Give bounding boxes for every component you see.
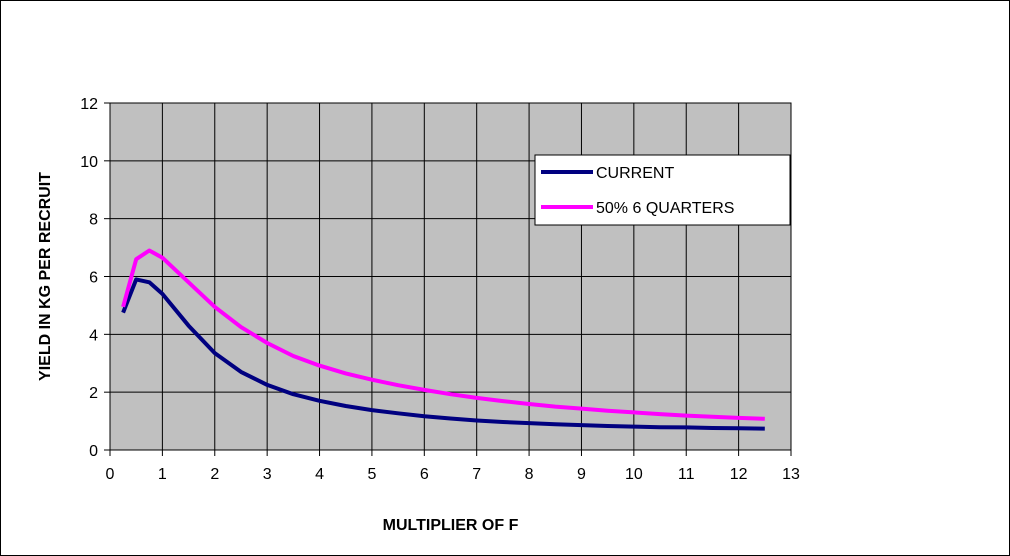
y-tick-label: 12 — [80, 96, 98, 113]
x-tick-label: 5 — [367, 466, 376, 483]
x-tick-label: 1 — [158, 466, 167, 483]
x-tick-label: 8 — [525, 466, 534, 483]
y-axis-ticks: 0 2 4 6 8 10 12 — [80, 96, 110, 460]
x-tick-label: 13 — [782, 466, 800, 483]
x-tick-label: 12 — [730, 466, 748, 483]
y-axis-title: YIELD IN KG PER RECRUIT — [37, 172, 54, 381]
x-axis-title: MULTIPLIER OF F — [383, 517, 519, 534]
legend-box — [534, 154, 791, 226]
y-tick-label: 8 — [89, 212, 98, 229]
y-tick-label: 6 — [89, 270, 98, 287]
x-tick-label: 7 — [472, 466, 481, 483]
y-tick-label: 2 — [89, 385, 98, 402]
y-tick-label: 0 — [89, 443, 98, 460]
x-tick-label: 0 — [106, 466, 115, 483]
legend-label-50pct-6-quarters: 50% 6 QUARTERS — [596, 200, 734, 217]
x-tick-label: 11 — [678, 466, 695, 483]
y-tick-label: 4 — [89, 327, 98, 344]
x-axis-ticks: 0 1 2 3 4 5 6 7 8 9 10 11 12 13 — [106, 450, 800, 483]
x-tick-label: 6 — [420, 466, 429, 483]
legend-label-current: CURRENT — [596, 165, 674, 182]
x-tick-label: 2 — [210, 466, 219, 483]
x-tick-label: 10 — [625, 466, 643, 483]
x-tick-label: 3 — [263, 466, 272, 483]
x-tick-label: 9 — [577, 466, 586, 483]
x-tick-label: 4 — [315, 466, 324, 483]
legend: CURRENT 50% 6 QUARTERS — [534, 154, 791, 226]
y-tick-label: 10 — [80, 154, 98, 171]
series-group — [121, 248, 765, 431]
